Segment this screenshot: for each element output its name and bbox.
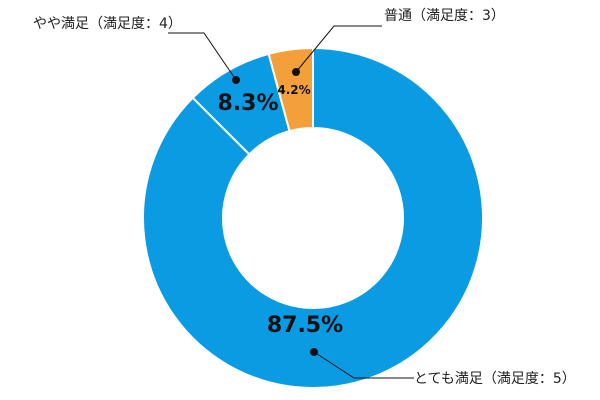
leader-dot-0	[310, 348, 318, 356]
category-label-slice-1: やや満足（満足度：4）	[33, 16, 182, 32]
leader-line-1	[168, 32, 237, 81]
value-label-slice-0: 87.5%	[267, 313, 343, 338]
leader-lines-group	[168, 25, 414, 379]
leader-line-0	[313, 351, 414, 379]
donut-slice-0	[142, 46, 484, 389]
leader-line-2	[295, 25, 382, 73]
value-label-slice-1: 8.3%	[217, 91, 278, 116]
slices-group	[142, 46, 484, 389]
category-label-slice-2: 普通（満足度：3）	[384, 8, 505, 24]
category-label-slice-0: とても満足（満足度：5）	[414, 371, 576, 387]
donut-slice-2	[267, 46, 314, 133]
leader-dot-2	[292, 68, 300, 76]
leader-dot-1	[232, 76, 240, 84]
value-label-slice-2: 4.2%	[277, 83, 310, 97]
